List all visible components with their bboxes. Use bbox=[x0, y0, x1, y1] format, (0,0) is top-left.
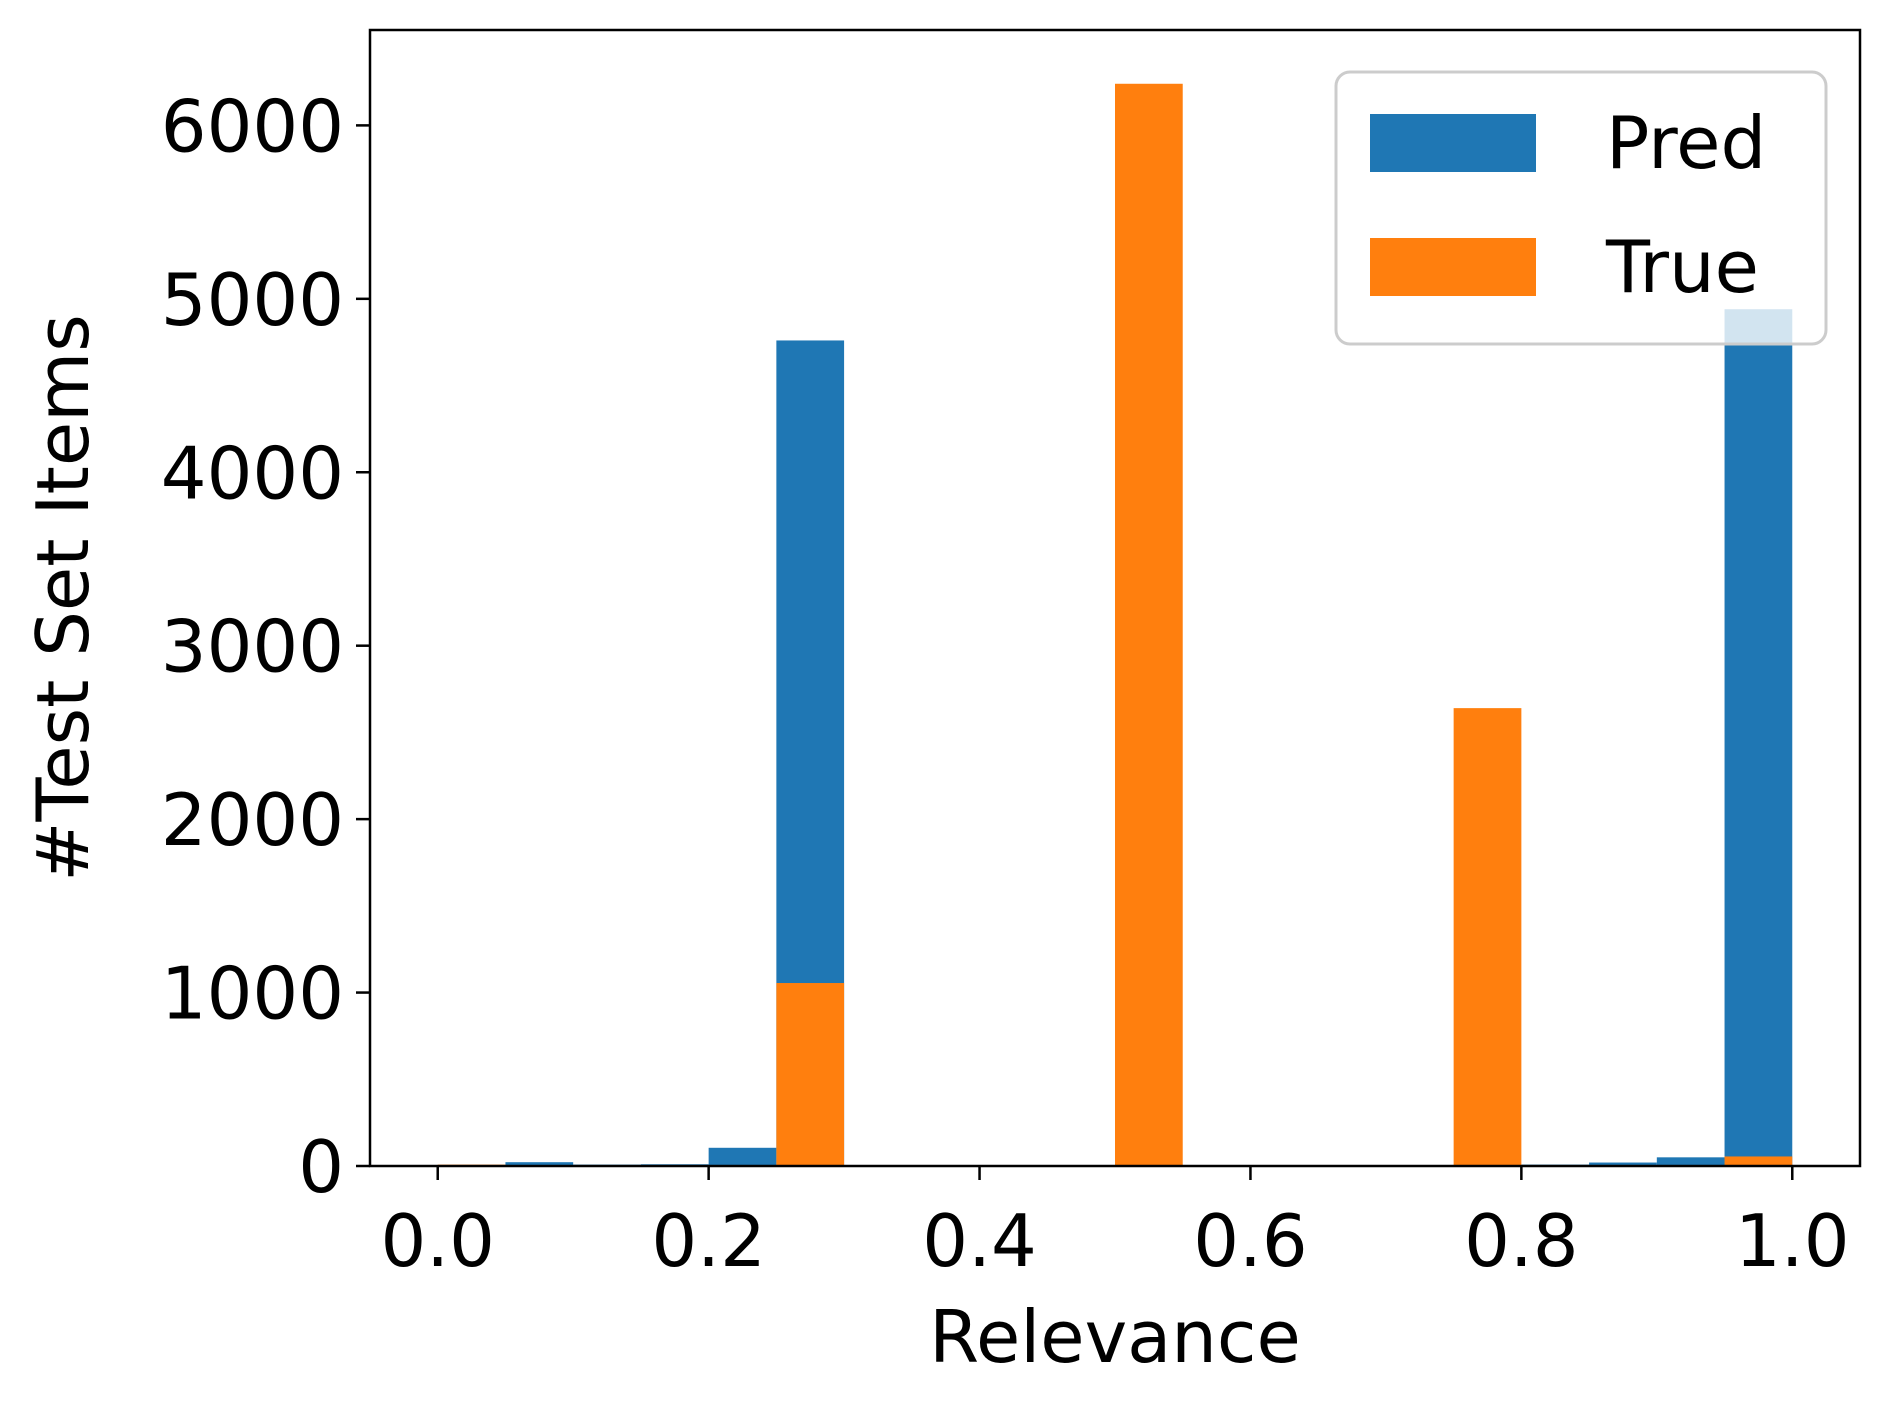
x-tick-label: 0.2 bbox=[651, 1199, 766, 1283]
x-axis-title: Relevance bbox=[929, 1295, 1301, 1379]
bar-true-1 bbox=[776, 983, 845, 1166]
bar-pred-1 bbox=[505, 1162, 574, 1166]
y-tick-label: 5000 bbox=[161, 258, 344, 342]
x-tick-label: 1.0 bbox=[1735, 1199, 1850, 1283]
x-tick-label: 0.4 bbox=[922, 1199, 1037, 1283]
bar-pred-4 bbox=[708, 1147, 777, 1166]
plot-frame bbox=[368, 28, 1862, 1168]
legend-swatch-true bbox=[1370, 238, 1536, 296]
bar-true-3 bbox=[1453, 708, 1522, 1166]
x-axis: 0.0 0.2 0.4 0.6 0.8 1.0 bbox=[380, 1166, 1850, 1283]
bar-true-4 bbox=[1724, 1156, 1793, 1166]
y-axis: 0 1000 2000 3000 4000 5000 6000 bbox=[161, 84, 370, 1209]
legend-label-pred: Pred bbox=[1606, 101, 1766, 185]
y-tick-label: 4000 bbox=[161, 431, 344, 515]
x-tick-label: 0.8 bbox=[1464, 1199, 1579, 1283]
x-tick-label: 0.0 bbox=[380, 1199, 495, 1283]
bar-pred-8 bbox=[1656, 1157, 1725, 1166]
y-tick-label: 0 bbox=[298, 1125, 344, 1209]
legend-label-true: True bbox=[1605, 225, 1759, 309]
y-tick-label: 3000 bbox=[161, 605, 344, 689]
bar-pred-7 bbox=[1589, 1162, 1657, 1166]
x-tick-label: 0.6 bbox=[1193, 1199, 1308, 1283]
bar-pred-9 bbox=[1724, 309, 1793, 1166]
y-tick-label: 6000 bbox=[161, 84, 344, 168]
y-axis-title: #Test Set Items bbox=[21, 314, 105, 882]
legend-swatch-pred bbox=[1370, 114, 1536, 172]
bar-true-2 bbox=[1115, 83, 1183, 1166]
y-tick-label: 2000 bbox=[161, 778, 344, 862]
y-tick-label: 1000 bbox=[161, 952, 344, 1036]
legend: Pred True bbox=[1334, 70, 1828, 346]
bars-layer bbox=[437, 83, 1793, 1166]
